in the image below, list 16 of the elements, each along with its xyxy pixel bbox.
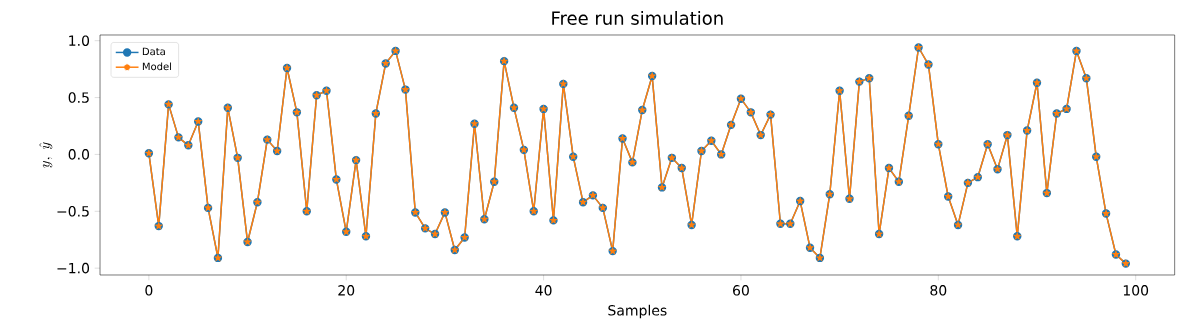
chart-title: Free run simulation bbox=[552, 11, 723, 25]
x-tick-label: 100 bbox=[1123, 285, 1149, 296]
y-tick-label: 0.0 bbox=[68, 149, 90, 160]
x-tick-label: 80 bbox=[930, 285, 947, 296]
x-tick-label: 40 bbox=[535, 285, 552, 296]
x-tick-label: 60 bbox=[733, 285, 749, 296]
y-tick-label: −0.5 bbox=[57, 205, 89, 217]
x-tick-label: 0 bbox=[145, 285, 153, 296]
y-tick-label: −1.0 bbox=[57, 262, 90, 274]
x-tick-label: 20 bbox=[338, 285, 355, 296]
legend-label: Data bbox=[142, 47, 165, 56]
x-axis-title: Samples bbox=[608, 304, 667, 319]
y-tick-label: 0.5 bbox=[68, 92, 89, 103]
y-axis-title: $y,\ \hat{y}$ bbox=[39, 142, 53, 168]
y-tick-label: 1.0 bbox=[69, 35, 90, 46]
legend-label: Model bbox=[142, 62, 172, 71]
